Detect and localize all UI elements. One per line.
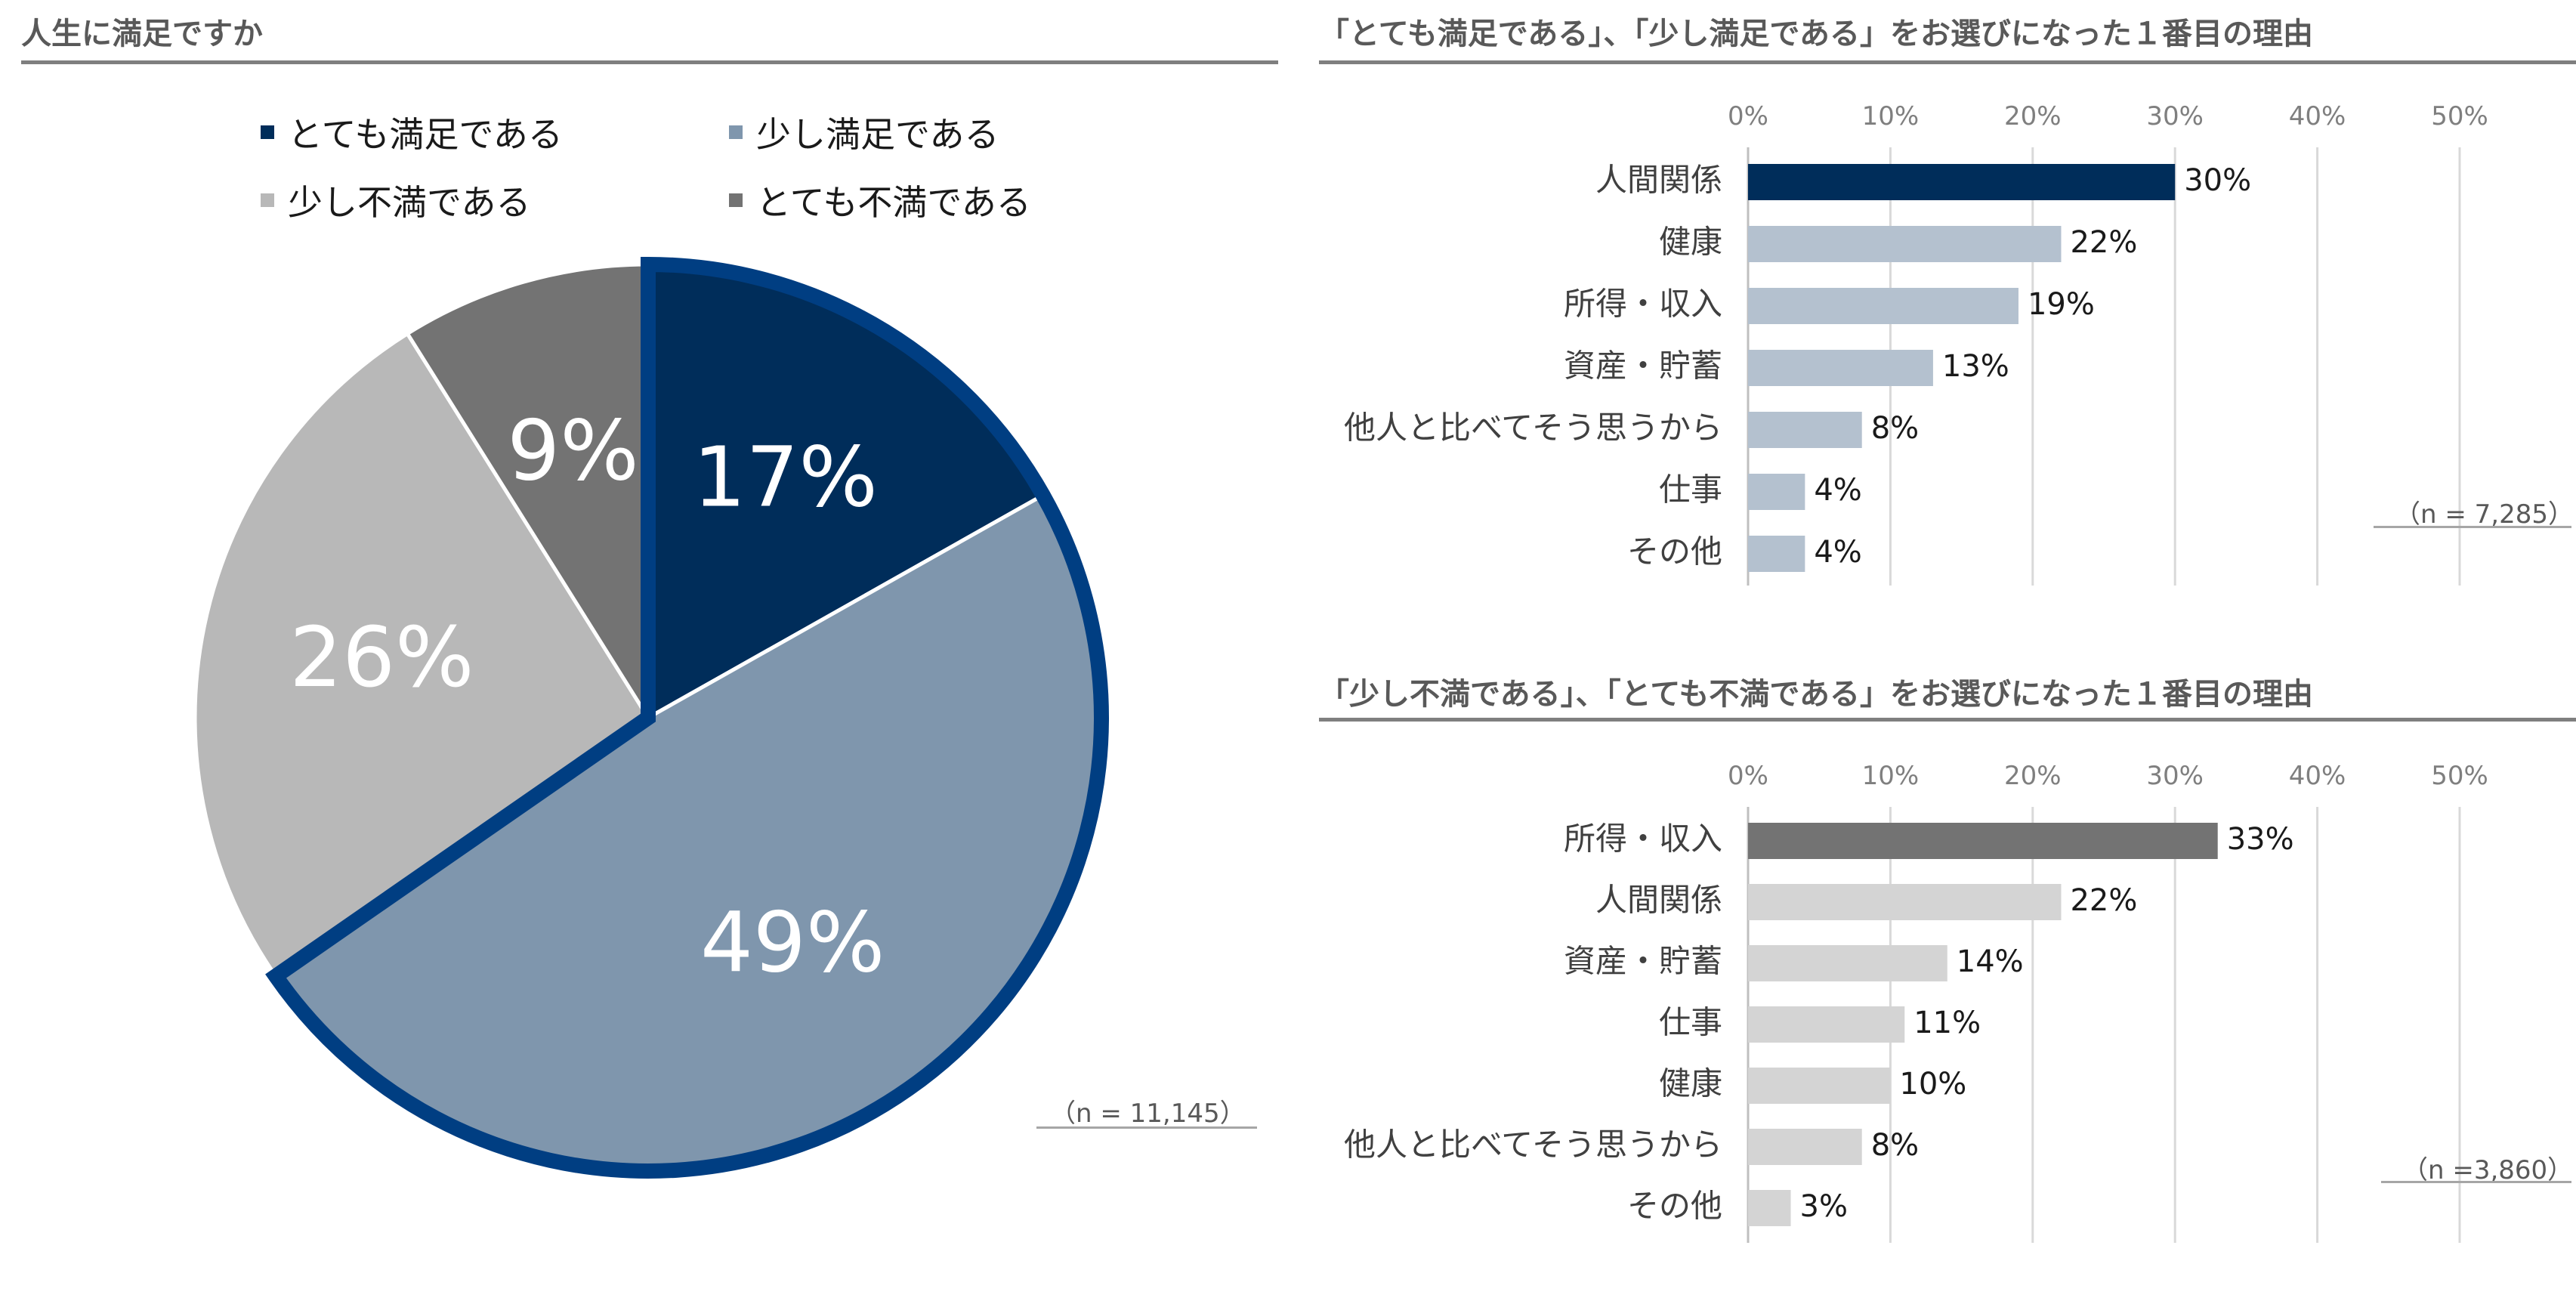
- bar-value-label: 30%: [2184, 163, 2251, 198]
- bar: [1748, 164, 2176, 200]
- axis-tick-label: 0%: [1728, 101, 1768, 131]
- bar-value-label: 19%: [2028, 287, 2095, 322]
- pie-value-label: 17%: [693, 428, 878, 525]
- pie-sample-note: （n = 11,145）: [1050, 1099, 1246, 1129]
- bar: [1748, 1129, 1862, 1165]
- category-label: 所得・収入: [1564, 820, 1722, 858]
- bar-bottom-title: 「少し不満である」、「とても不満である」をお選びになった１番目の理由: [1319, 677, 2313, 712]
- bar-value-label: 22%: [2070, 225, 2137, 260]
- legend-item-somewhat-dissatisfied: 少し不満である: [261, 175, 531, 225]
- bar-value-label: 8%: [1871, 411, 1919, 446]
- bar: [1748, 1006, 1905, 1043]
- pie-highlight-outline: [265, 256, 1109, 1179]
- legend-item-very-dissatisfied: とても不満である: [729, 175, 1031, 225]
- bar-bottom-sample-note: （n =3,860）: [2402, 1155, 2574, 1185]
- bar: [1748, 474, 1805, 510]
- axis-tick-label: 40%: [2289, 761, 2346, 791]
- pie-value-label: 26%: [289, 609, 474, 706]
- category-label: その他: [1627, 1188, 1722, 1225]
- bar-value-label: 22%: [2070, 883, 2137, 918]
- legend-item-very-satisfied: とても満足である: [261, 107, 563, 157]
- legend-label: 少し不満である: [288, 182, 531, 223]
- category-label: 仕事: [1659, 471, 1722, 508]
- axis-tick-label: 50%: [2431, 101, 2488, 131]
- category-label: 他人と比べてそう思うから: [1344, 409, 1722, 447]
- category-label: 他人と比べてそう思うから: [1344, 1126, 1722, 1163]
- bar: [1748, 1068, 1891, 1104]
- bar-bottom-title-rule: [1319, 718, 2576, 722]
- bar: [1748, 945, 1947, 981]
- category-label: 資産・貯蓄: [1564, 348, 1722, 385]
- bar: [1748, 412, 1862, 448]
- bar-value-label: 10%: [1899, 1067, 1966, 1102]
- bar-top-title-rule: [1319, 60, 2576, 64]
- pie-value-label: 49%: [700, 894, 885, 990]
- legend-label: とても満足である: [288, 114, 563, 155]
- pie-chart: 17% 49% 26% 9%: [193, 256, 1109, 1179]
- bar-top-sample-note: （n = 7,285）: [2395, 499, 2574, 530]
- bar: [1748, 823, 2218, 859]
- axis-tick-label: 20%: [2004, 761, 2062, 791]
- category-label: 健康: [1659, 1065, 1722, 1102]
- axis-tick-label: 30%: [2146, 101, 2204, 131]
- legend-swatch: [729, 125, 743, 139]
- axis-tick-label: 50%: [2431, 761, 2488, 791]
- legend-swatch: [261, 125, 274, 139]
- bar-value-label: 3%: [1800, 1189, 1848, 1224]
- bar-bottom-note-line: [2381, 1181, 2571, 1183]
- bar: [1748, 288, 2018, 324]
- bar-value-label: 4%: [1814, 473, 1861, 508]
- bar: [1748, 884, 2062, 920]
- bar-value-label: 8%: [1871, 1128, 1919, 1163]
- bar-value-label: 11%: [1913, 1006, 1981, 1040]
- axis-tick-label: 10%: [1862, 101, 1920, 131]
- category-label: その他: [1627, 533, 1722, 570]
- legend-label: 少し満足である: [756, 114, 999, 155]
- bar: [1748, 350, 1933, 386]
- legend-swatch: [729, 193, 743, 207]
- bar-value-label: 13%: [1942, 349, 2009, 384]
- category-label: 健康: [1659, 224, 1722, 261]
- category-label: 仕事: [1659, 1004, 1722, 1041]
- bar: [1748, 226, 2062, 262]
- category-label: 人間関係: [1595, 882, 1722, 919]
- axis-tick-label: 30%: [2146, 761, 2204, 791]
- category-label: 所得・収入: [1564, 286, 1722, 323]
- pie-title-rule: [21, 60, 1278, 64]
- pie-note-line: [1036, 1126, 1257, 1129]
- category-label: 人間関係: [1595, 162, 1722, 199]
- legend-label: とても不満である: [756, 182, 1031, 223]
- axis-tick-label: 0%: [1728, 761, 1768, 791]
- bar: [1748, 1190, 1791, 1226]
- bar-value-label: 4%: [1814, 535, 1861, 570]
- legend-item-somewhat-satisfied: 少し満足である: [729, 107, 999, 157]
- axis-tick-label: 20%: [2004, 101, 2062, 131]
- bar-top-title: 「とても満足である」、「少し満足である」をお選びになった１番目の理由: [1319, 17, 2313, 51]
- bar: [1748, 536, 1805, 572]
- pie-slice-very-dissatisfied: [404, 262, 650, 725]
- pie-value-label: 9%: [507, 402, 639, 499]
- category-label: 資産・貯蓄: [1564, 943, 1722, 980]
- bar-value-label: 14%: [1957, 944, 2024, 979]
- pie-slice-somewhat-dissatisfied: [193, 331, 651, 979]
- bar-value-label: 33%: [2227, 822, 2294, 857]
- pie-title: 人生に満足ですか: [21, 17, 263, 51]
- legend-swatch: [261, 193, 274, 207]
- bar-top-note-line: [2374, 526, 2571, 528]
- axis-tick-label: 10%: [1862, 761, 1920, 791]
- axis-tick-label: 40%: [2289, 101, 2346, 131]
